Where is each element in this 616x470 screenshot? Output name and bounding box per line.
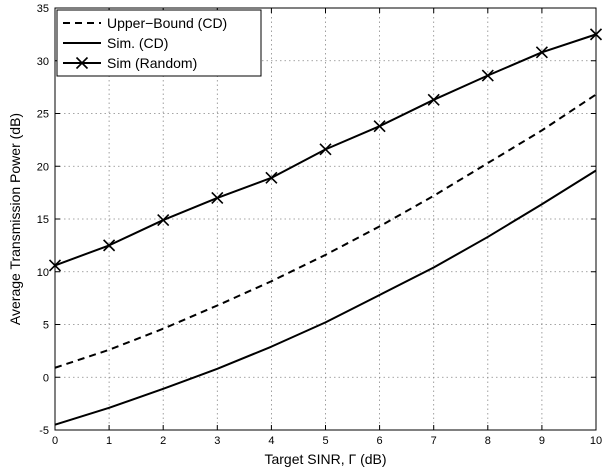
series-line: [54, 169, 597, 426]
data-point-marker: [589, 28, 603, 41]
series-2: [48, 28, 603, 272]
y-axis-label: Average Transmission Power (dB): [7, 113, 23, 325]
series-0: [54, 93, 597, 369]
series-1: [54, 169, 597, 426]
legend-label-0: Upper−Bound (CD): [107, 15, 227, 31]
x-tick-label: 0: [52, 435, 58, 447]
x-tick-label: 10: [590, 435, 602, 447]
data-point-marker: [48, 259, 62, 272]
data-point-marker: [373, 120, 386, 133]
legend: Upper−Bound (CD) Sim. (CD) Sim (Random): [56, 9, 262, 77]
x-tick-label: 2: [160, 435, 166, 447]
series-line: [54, 93, 597, 369]
x-tick-label: 7: [431, 435, 437, 447]
x-tick-label: 3: [214, 435, 220, 447]
y-tick-label: 25: [37, 109, 49, 121]
x-tick-label: 5: [322, 435, 328, 447]
x-axis-label: Target SINR, Γ (dB): [264, 451, 386, 467]
legend-label-2: Sim (Random): [107, 55, 197, 71]
legend-label-1: Sim. (CD): [107, 35, 168, 51]
y-tick-label: -5: [39, 425, 49, 437]
y-tick-label: 20: [37, 161, 49, 173]
x-tick-label: 6: [377, 435, 383, 447]
data-point-marker: [103, 239, 116, 252]
y-tick-label: 30: [37, 56, 49, 68]
y-tick-label: 35: [37, 3, 49, 15]
y-tick-label: 15: [37, 214, 49, 226]
data-point-marker: [265, 171, 278, 184]
y-tick-label: 5: [43, 320, 49, 332]
series-layer: [48, 28, 603, 426]
legend-marker-2: [75, 56, 89, 70]
data-point-marker: [427, 93, 440, 106]
data-point-marker: [481, 69, 494, 82]
data-point-marker: [211, 191, 224, 204]
x-tick-label: 8: [485, 435, 491, 447]
y-tick-label: 0: [43, 372, 49, 384]
grid: [55, 8, 596, 430]
data-point-marker: [157, 213, 170, 227]
x-tick-label: 9: [539, 435, 545, 447]
y-tick-label: 10: [37, 267, 49, 279]
data-point-marker: [535, 46, 548, 59]
data-point-marker: [319, 143, 332, 156]
x-tick-label: 1: [106, 435, 112, 447]
x-tick-label: 4: [268, 435, 274, 447]
